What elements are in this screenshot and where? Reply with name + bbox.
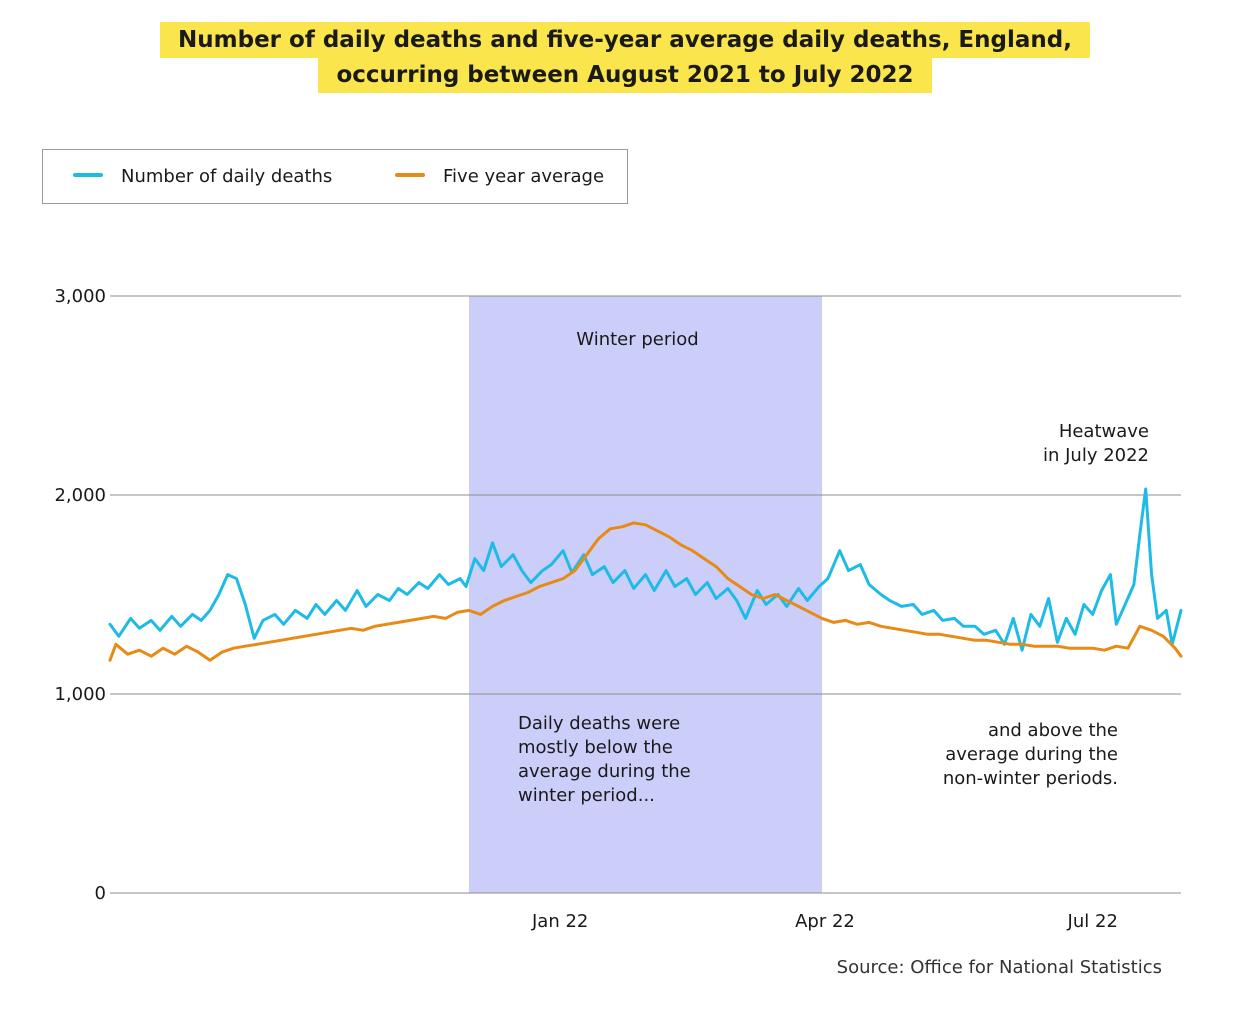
source-note: Source: Office for National Statistics (836, 957, 1162, 978)
legend-item-average: Five year average (395, 166, 604, 188)
y-tick-label: 3,000 (54, 286, 106, 307)
chart-title-text-1: Number of daily deaths and five-year ave… (160, 22, 1090, 58)
annotation-nonwinter: and above the average during the non-winte… (943, 720, 1118, 789)
chart-title-line-2: occurring between August 2021 to July 20… (0, 57, 1250, 93)
chart-title-line-1: Number of daily deaths and five-year ave… (0, 22, 1250, 58)
x-tick-label: Jan 22 (531, 911, 588, 932)
annotation-heatwave: Heatwave in July 2022 (1043, 421, 1149, 466)
y-tick-label: 0 (95, 883, 106, 904)
legend-item-deaths: Number of daily deaths (73, 166, 332, 188)
y-tick-label: 2,000 (54, 485, 106, 506)
winter-period-band (468, 296, 823, 893)
chart-title-text-2: occurring between August 2021 to July 20… (318, 57, 932, 93)
legend-label-average: Five year average (443, 166, 605, 187)
legend-label-deaths: Number of daily deaths (121, 166, 333, 187)
x-tick-label: Apr 22 (795, 911, 855, 932)
winter-period-label: Winter period (576, 329, 698, 350)
legend-swatch-deaths (73, 173, 103, 177)
annotation-winter: Daily deaths were mostly below the average… (518, 713, 691, 806)
legend-swatch-average (395, 173, 425, 177)
series-line-five-year-average (108, 521, 1183, 662)
chart-legend: Number of daily deaths Five year average (42, 149, 628, 204)
y-tick-label: 1,000 (54, 684, 106, 705)
series-line-daily-deaths (108, 487, 1183, 652)
x-tick-label: Jul 22 (1067, 911, 1118, 932)
